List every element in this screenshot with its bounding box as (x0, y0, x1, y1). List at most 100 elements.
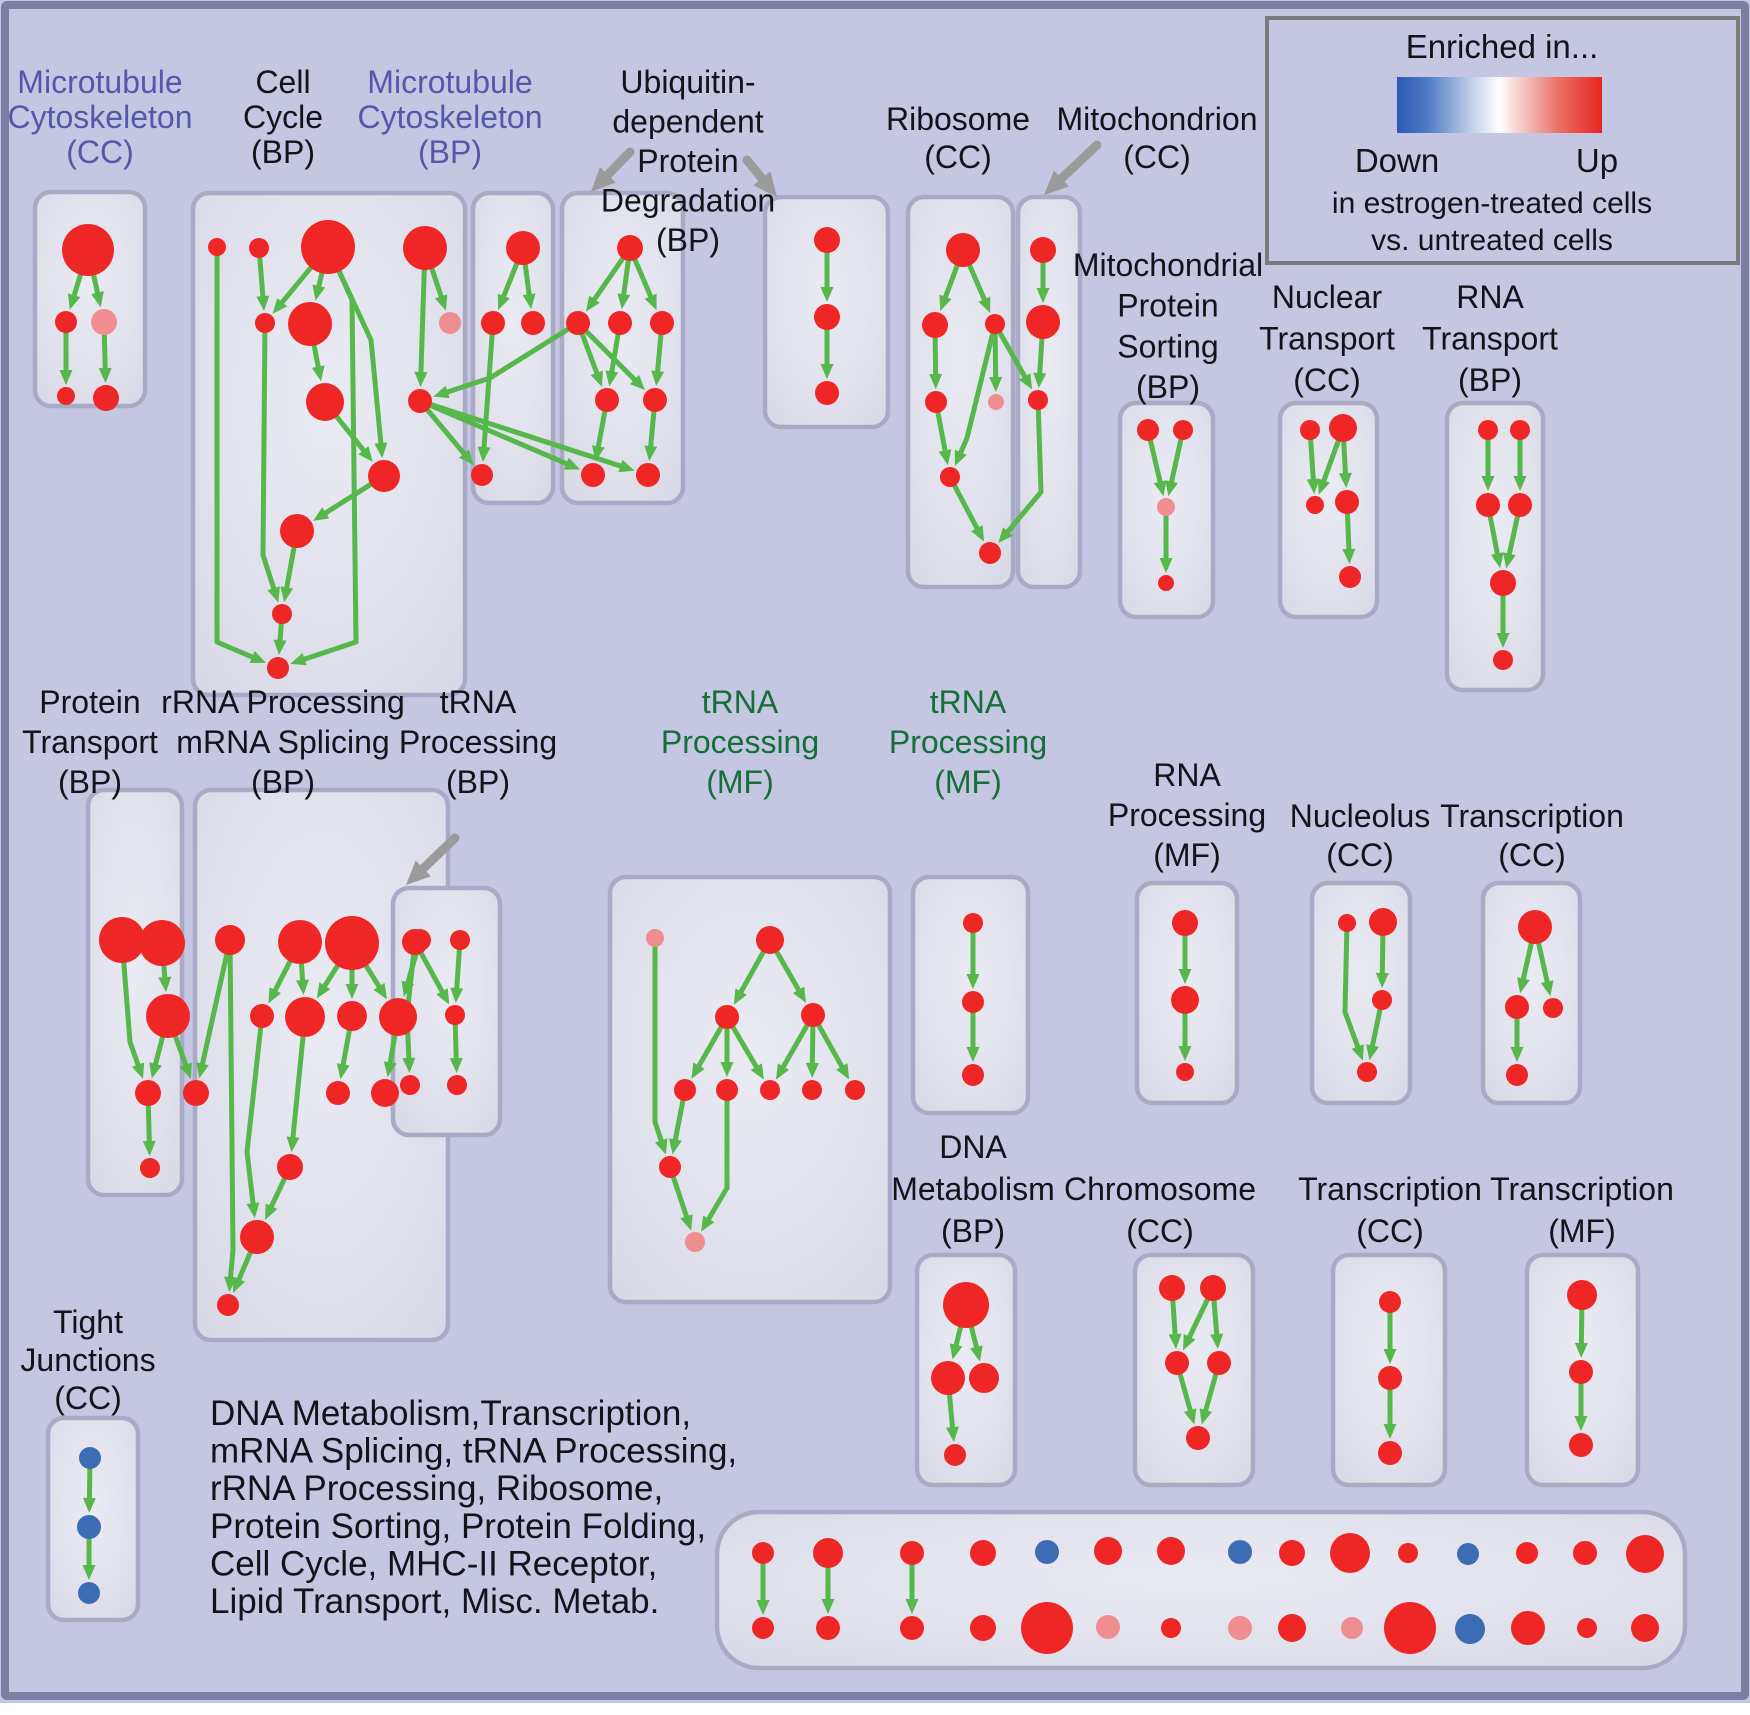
arrowhead-rr3-rr7 (345, 984, 359, 999)
node-nu4 (1357, 1062, 1377, 1082)
node-mp9b (1278, 1614, 1306, 1642)
node-mp2b (816, 1616, 840, 1640)
arrowhead-pt1-pt4 (131, 1062, 145, 1079)
arrowhead-mtcc3-mtcc5 (98, 367, 112, 384)
arrowhead-ch2-ch3 (1183, 1334, 1196, 1351)
node-rr1 (215, 925, 245, 955)
arrowhead-tc2-tc4 (1510, 1047, 1524, 1062)
cluster-mitochondrion-cc-box (1015, 194, 1083, 590)
node-rb1 (946, 233, 980, 267)
cluster-transcription-mf-label-line-0: Transcription (1490, 1171, 1674, 1207)
cluster-microtubule-bp-label-line-2: (BP) (418, 134, 482, 170)
node-mp2t (813, 1538, 843, 1568)
edge-cc3-cc13 (302, 244, 359, 662)
arrowhead-ch4-ch5 (1199, 1408, 1213, 1425)
arrowhead-rb1-rb2 (939, 294, 952, 311)
arrowhead-tm0-tm9 (654, 1138, 668, 1155)
cluster-transcription-cc-upper-label-line-1: (CC) (1498, 837, 1566, 873)
legend-down-label: Down (1355, 142, 1439, 179)
node-rr7 (337, 1001, 367, 1031)
labels-layer: MicrotubuleCytoskeleton(CC)CellCycle(BP)… (8, 64, 1674, 1416)
note-text-line-0: DNA Metabolism,Transcription, (210, 1394, 691, 1433)
cluster-nuclear-transport-label-line-2: (CC) (1293, 362, 1361, 398)
arrowhead-cc6-cc8 (311, 365, 325, 382)
node-cc1 (208, 238, 226, 256)
arrowhead-tc1-tc2 (1517, 977, 1530, 994)
arrowhead-cc3-cc10 (374, 442, 388, 459)
cluster-tight-junctions-label-line-0: Tight (53, 1304, 123, 1340)
cluster-rna-processing-mf-label-line-2: (MF) (1153, 837, 1221, 873)
node-uv1 (814, 227, 840, 253)
arrowhead-mtcc1-mtcc2 (67, 293, 81, 310)
node-cc7 (439, 312, 461, 334)
cluster-ubiquitin-degradation-label-line-4: (BP) (656, 222, 720, 258)
node-dm4 (944, 1444, 966, 1466)
node-tb3 (445, 1005, 465, 1025)
cluster-mitochondrion-cc-label-line-1: (CC) (1123, 139, 1191, 175)
node-ub1 (617, 235, 643, 261)
arrowhead-rp1-rp2 (1178, 969, 1192, 984)
node-tf2 (1569, 1360, 1593, 1384)
cluster-trna-mf-small-label-line-1: Processing (889, 724, 1047, 760)
node-mp11b (1384, 1602, 1436, 1654)
cluster-ribosome-cc-label-line-1: (CC) (924, 139, 992, 175)
arrowhead-tm4-tm9 (668, 1138, 682, 1155)
node-mp10t (1330, 1533, 1370, 1573)
node-tm8 (845, 1080, 865, 1100)
node-ub6 (643, 388, 667, 412)
node-tj1 (79, 1447, 101, 1469)
node-tm5 (716, 1079, 738, 1101)
arrowhead-rp2-rp3 (1178, 1046, 1192, 1061)
arrowhead-nu1-nu4 (1351, 1044, 1364, 1061)
node-mp7t (1157, 1537, 1185, 1565)
node-nt2 (1329, 414, 1357, 442)
node-rb4 (925, 391, 947, 413)
node-ms2 (1173, 420, 1193, 440)
arrowhead-mtcc1-mtcc3 (91, 291, 104, 308)
arrowhead-cc5-cc12 (267, 586, 280, 603)
edges-layer (59, 237, 1588, 1615)
node-mp7b (1161, 1618, 1181, 1638)
node-mp3b (900, 1616, 924, 1640)
node-tm0 (646, 929, 664, 947)
arrowhead-ms2-ms3 (1165, 480, 1178, 497)
arrowhead-rb3-rb5 (989, 376, 1003, 393)
pointer-arrows-layer (406, 140, 1102, 885)
arrowhead-cc4-cc9 (414, 371, 428, 388)
node-rr10 (371, 1079, 399, 1107)
arrowhead-tf2-tf3 (1574, 1416, 1588, 1431)
cluster-protein-transport-label-line-1: Transport (22, 724, 158, 760)
arrowhead-tm3-tm6 (775, 1063, 790, 1080)
cluster-trna-mf-large-label-line-2: (MF) (706, 764, 774, 800)
node-pt6 (140, 1158, 160, 1178)
arrowhead-tf1-tf2 (1574, 1342, 1588, 1359)
node-mp14t (1573, 1541, 1597, 1565)
arrowhead-cc9-ub7 (563, 457, 581, 470)
node-rb7 (979, 542, 1001, 564)
legend-gradient-bar (1397, 77, 1602, 133)
node-ch3 (1165, 1351, 1189, 1375)
cluster-rrna-mrna-processing-label-line-2: (BP) (251, 764, 315, 800)
node-rt3 (1476, 493, 1500, 517)
node-tc1 (1518, 910, 1552, 944)
arrowhead-rr2-rr6 (296, 979, 310, 996)
node-cc9 (408, 389, 432, 413)
cluster-trna-mf-small-label-line-0: tRNA (930, 684, 1007, 720)
arrowhead-cc10-cc11 (313, 507, 330, 521)
node-rb2 (922, 312, 948, 338)
cluster-trna-mf-large-label-line-0: tRNA (702, 684, 779, 720)
cluster-rna-transport-label-line-1: Transport (1422, 321, 1558, 357)
node-tl3 (1378, 1441, 1402, 1465)
node-ms4 (1158, 575, 1174, 591)
cluster-rna-processing-mf-label-line-1: Processing (1108, 797, 1266, 833)
arrowhead-rt4-rt5 (1503, 552, 1516, 569)
cluster-rrna-mrna-processing-label-line-0: rRNA Processing (161, 684, 405, 720)
node-pt5 (183, 1080, 209, 1106)
cluster-trna-mf-large-label-line-1: Processing (661, 724, 819, 760)
node-ts1 (963, 913, 983, 933)
cluster-rna-transport-label-line-0: RNA (1456, 279, 1524, 315)
cluster-chromosome-cc-label-line-0: Chromosome (1064, 1171, 1256, 1207)
arrowhead-mc1-mc2 (1036, 288, 1050, 303)
node-cc8 (306, 383, 344, 421)
cluster-tight-junctions-label-line-1: Junctions (20, 1342, 155, 1378)
